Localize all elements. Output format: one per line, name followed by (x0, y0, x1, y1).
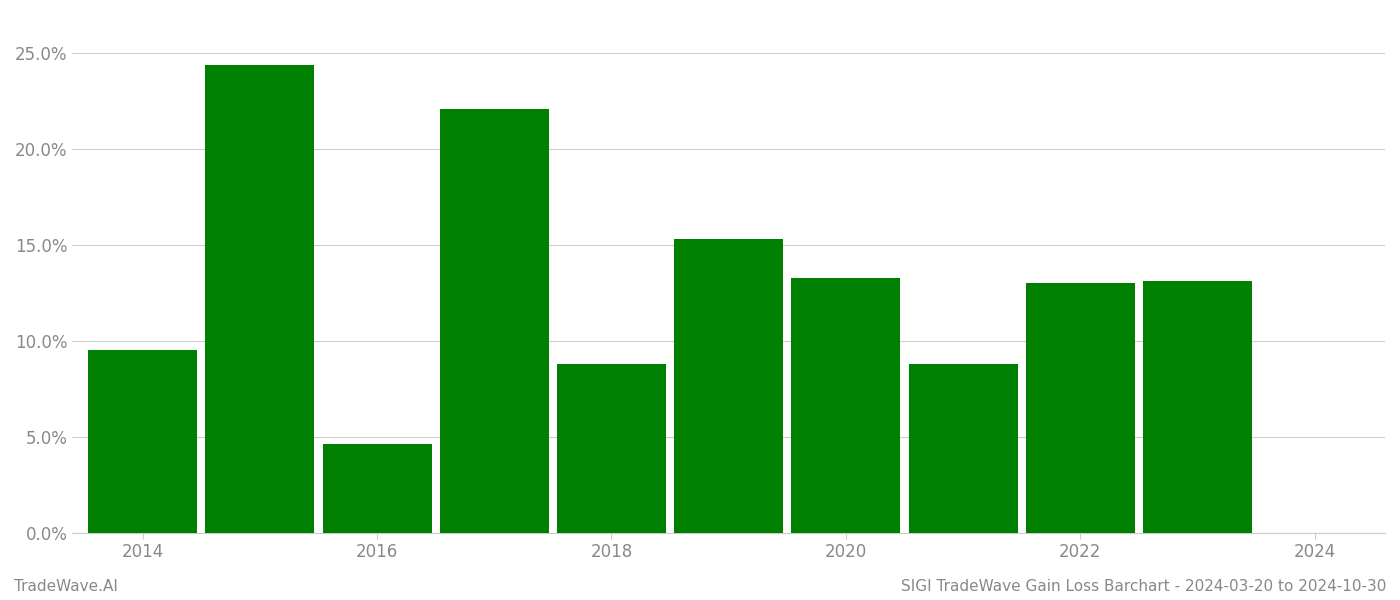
Bar (557, 364, 666, 533)
Bar (206, 65, 315, 533)
Bar (791, 278, 900, 533)
Bar (1026, 283, 1135, 533)
Bar (88, 350, 197, 533)
Bar (675, 239, 783, 533)
Text: TradeWave.AI: TradeWave.AI (14, 579, 118, 594)
Bar (1142, 281, 1252, 533)
Bar (909, 364, 1018, 533)
Bar (322, 445, 431, 533)
Bar (440, 109, 549, 533)
Text: SIGI TradeWave Gain Loss Barchart - 2024-03-20 to 2024-10-30: SIGI TradeWave Gain Loss Barchart - 2024… (900, 579, 1386, 594)
